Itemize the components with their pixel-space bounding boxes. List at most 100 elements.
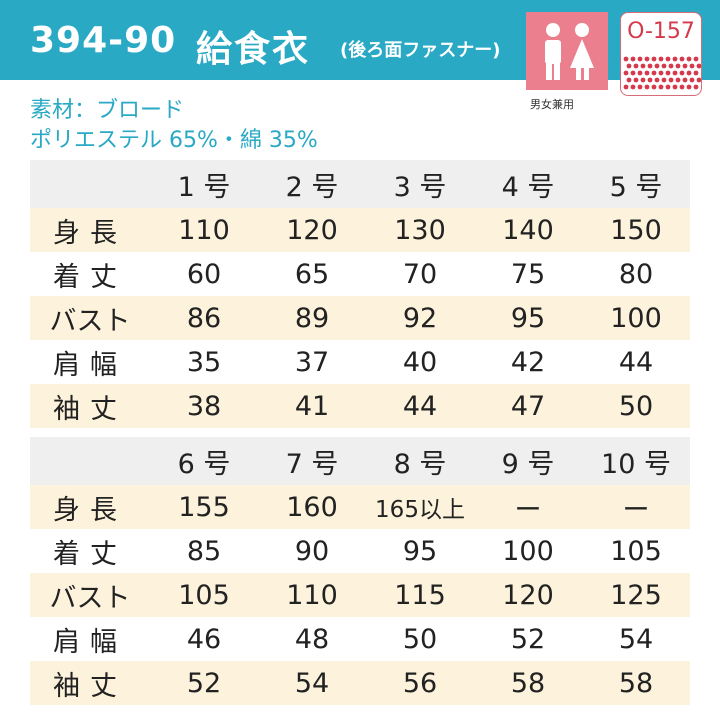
value-cell: 44 [402, 390, 438, 422]
value-cell: 47 [510, 390, 546, 422]
dot [658, 56, 664, 62]
value-cell: 92 [402, 302, 438, 334]
product-code: 394-90 [30, 20, 177, 61]
value-cell: 48 [294, 623, 330, 655]
dot [630, 70, 636, 76]
value-cell: 90 [294, 535, 330, 567]
measure-row: 着丈 60 65 70 75 80 [30, 252, 690, 296]
value-cell: 115 [394, 579, 446, 611]
value-cell: 150 [610, 214, 662, 246]
value-cell: 50 [402, 623, 438, 655]
value-cell: 95 [402, 535, 438, 567]
dot [637, 70, 643, 76]
dot [654, 63, 660, 69]
size-header: 6 号 [177, 448, 231, 480]
value-cell: 165以上 [375, 497, 465, 523]
unisex-icon [526, 12, 608, 90]
value-cell: 110 [178, 214, 230, 246]
product-name: 給食衣 [196, 29, 311, 70]
size-header: 2 号 [285, 171, 339, 203]
size-header: 8 号 [393, 448, 447, 480]
value-cell: 65 [294, 258, 330, 290]
value-cell: ー [514, 494, 542, 526]
dot [647, 63, 653, 69]
row-label: 肩幅 [53, 349, 127, 381]
dot [626, 77, 632, 83]
value-cell: 35 [186, 346, 222, 378]
dot [661, 63, 667, 69]
dot [682, 77, 688, 83]
dot [658, 70, 664, 76]
value-cell: 42 [510, 346, 546, 378]
o157-badge: O-157 [620, 12, 702, 96]
value-cell: 40 [402, 346, 438, 378]
row-label: 袖丈 [53, 393, 127, 425]
value-cell: 37 [294, 346, 330, 378]
value-cell: 105 [178, 579, 230, 611]
dot [651, 84, 657, 90]
dot [675, 63, 681, 69]
dot [644, 70, 650, 76]
value-cell: 38 [186, 390, 222, 422]
dot [626, 63, 632, 69]
dot [633, 63, 639, 69]
value-cell: 160 [286, 491, 338, 523]
badge-dots [623, 56, 701, 90]
dot [679, 56, 685, 62]
measure-row: 袖丈 52 54 56 58 58 [30, 661, 690, 705]
row-label: 身長 [53, 494, 127, 526]
dot [665, 56, 671, 62]
dot [651, 70, 657, 76]
unisex-figures [545, 23, 594, 80]
header-row: 1 号 2 号 3 号 4 号 5 号 [30, 160, 690, 208]
dot [668, 63, 674, 69]
size-header: 9 号 [501, 448, 555, 480]
dot [672, 70, 678, 76]
value-cell: 54 [618, 623, 654, 655]
measure-row: 着丈 85 90 95 100 105 [30, 529, 690, 573]
row-label: バスト [49, 305, 131, 337]
size-header: 1 号 [177, 171, 231, 203]
dot [689, 63, 695, 69]
measure-row: 身長 155 160 165以上 ー ー [30, 485, 690, 529]
dot [637, 84, 643, 90]
value-cell: 46 [186, 623, 222, 655]
value-cell: 155 [178, 491, 230, 523]
row-label: 着丈 [53, 538, 127, 570]
value-cell: 120 [502, 579, 554, 611]
row-label: 身長 [53, 217, 127, 249]
dot [640, 63, 646, 69]
size-header: 10 号 [601, 448, 671, 480]
value-cell: 41 [294, 390, 330, 422]
value-cell: 130 [394, 214, 446, 246]
value-cell: 140 [502, 214, 554, 246]
value-cell: ー [622, 494, 650, 526]
value-cell: 105 [610, 535, 662, 567]
value-cell: 95 [510, 302, 546, 334]
measure-row: 身長 110 120 130 140 150 [30, 208, 690, 252]
row-label: 肩幅 [53, 626, 127, 658]
dot [644, 56, 650, 62]
row-label: 着丈 [53, 261, 127, 293]
product-note: (後ろ面ファスナー) [340, 40, 501, 61]
value-cell: 50 [618, 390, 654, 422]
value-cell: 110 [286, 579, 338, 611]
measure-row: バスト 86 89 92 95 100 [30, 296, 690, 340]
dot [651, 56, 657, 62]
measure-row: 袖丈 38 41 44 47 50 [30, 384, 690, 428]
dot [686, 70, 692, 76]
dot [682, 63, 688, 69]
dot [644, 84, 650, 90]
value-cell: 125 [610, 579, 662, 611]
value-cell: 85 [186, 535, 222, 567]
value-cell: 44 [618, 346, 654, 378]
value-cell: 89 [294, 302, 330, 334]
dot [693, 56, 699, 62]
dot [693, 70, 699, 76]
dot [623, 84, 629, 90]
dot [665, 70, 671, 76]
unisex-label: 男女兼用 [530, 98, 574, 111]
size-header: 3 号 [393, 171, 447, 203]
dot [640, 77, 646, 83]
